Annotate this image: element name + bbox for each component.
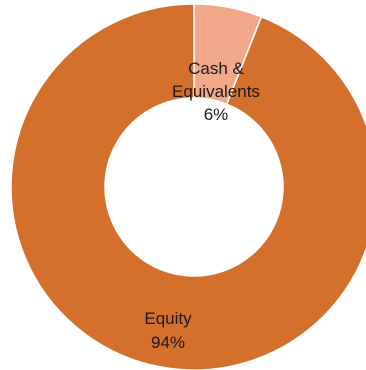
labels-group: Cash & Equivalents 6% Equity 94%	[144, 59, 260, 352]
slice-1	[10, 3, 366, 370]
slice-category-label: Cash &	[188, 59, 244, 78]
slice-value-label: 94%	[151, 333, 185, 352]
slice-label-1: Equity 94%	[144, 309, 192, 352]
slice-category-label: Equity	[144, 309, 192, 328]
slice-label-0: Cash & Equivalents 6%	[172, 59, 260, 124]
slices-group	[10, 3, 366, 370]
slice-category-label: Equivalents	[172, 82, 260, 101]
slice-value-label: 6%	[204, 105, 229, 124]
